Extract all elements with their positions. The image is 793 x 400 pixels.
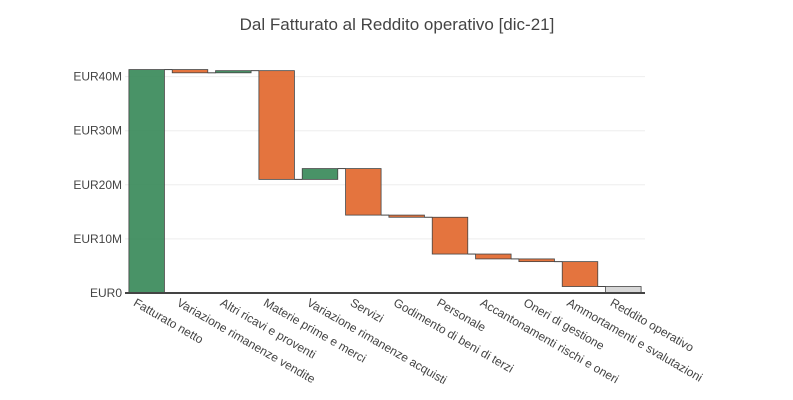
y-tick-label: EUR0 — [90, 286, 122, 300]
waterfall-bar — [128, 69, 165, 294]
grid-lines — [125, 76, 645, 240]
bars — [128, 69, 642, 294]
waterfall-bar — [518, 258, 555, 263]
y-tick-label: EUR10M — [73, 232, 122, 246]
bar-connectors — [164, 69, 606, 288]
waterfall-bar — [215, 70, 252, 74]
waterfall-bar — [475, 253, 512, 260]
y-tick-label: EUR30M — [73, 124, 122, 138]
y-axis-ticks: EUR0 EUR10M EUR20M EUR30M EUR40M — [73, 70, 122, 300]
waterfall-bar — [431, 216, 469, 255]
y-tick-label: EUR40M — [73, 70, 122, 84]
waterfall-bar — [301, 168, 339, 180]
waterfall-bar — [388, 214, 425, 218]
y-tick-label: EUR20M — [73, 178, 122, 192]
waterfall-bar — [561, 261, 599, 287]
chart-title: Dal Fatturato al Reddito operativo [dic-… — [240, 15, 555, 34]
waterfall-bar — [258, 70, 295, 180]
waterfall-bar — [171, 69, 209, 74]
waterfall-bar — [345, 168, 382, 216]
